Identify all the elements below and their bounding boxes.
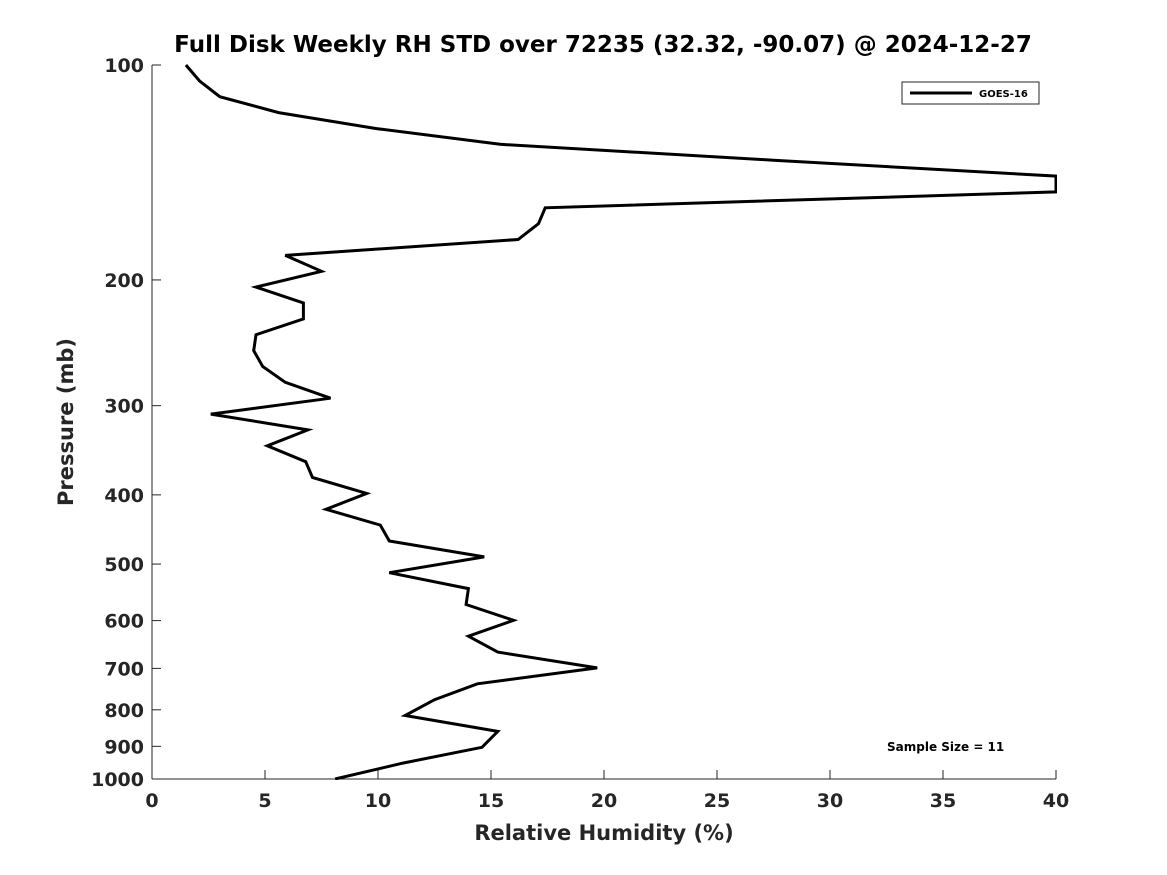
y-tick-label-200: 200 xyxy=(104,270,144,292)
y-tick-label-600: 600 xyxy=(104,611,144,633)
y-tick-label-900: 900 xyxy=(104,736,144,758)
chart-title: Full Disk Weekly RH STD over 72235 (32.3… xyxy=(174,32,1032,58)
x-tick-label-10: 10 xyxy=(365,790,391,812)
y-tick-label-100: 100 xyxy=(104,55,144,77)
x-tick-label-20: 20 xyxy=(591,790,617,812)
series-line-goes-16 xyxy=(184,64,1057,780)
y-tick-label-500: 500 xyxy=(104,554,144,576)
y-axis-label: Pressure (mb) xyxy=(54,338,78,506)
y-tick-label-800: 800 xyxy=(104,700,144,722)
y-axis-ticks: 100 200 300 400 500 600 700 800 900 1000 xyxy=(91,55,161,791)
series-layer xyxy=(184,64,1057,780)
x-tick-label-35: 35 xyxy=(930,790,956,812)
x-tick-label-40: 40 xyxy=(1043,790,1069,812)
x-tick-label-15: 15 xyxy=(478,790,504,812)
x-tick-label-25: 25 xyxy=(704,790,730,812)
sample-size-annotation: Sample Size = 11 xyxy=(887,740,1004,754)
x-tick-label-30: 30 xyxy=(817,790,843,812)
legend: GOES-16 xyxy=(901,81,1040,105)
legend-label-goes-16: GOES-16 xyxy=(979,89,1028,100)
y-tick-label-400: 400 xyxy=(104,485,144,507)
x-axis-ticks: 0 5 10 15 20 25 30 35 40 xyxy=(145,770,1069,812)
x-tick-label-0: 0 xyxy=(145,790,158,812)
y-tick-label-300: 300 xyxy=(104,396,144,418)
x-tick-label-5: 5 xyxy=(258,790,271,812)
x-axis-label: Relative Humidity (%) xyxy=(474,821,733,845)
y-tick-label-700: 700 xyxy=(104,658,144,680)
y-tick-label-1000: 1000 xyxy=(91,769,144,791)
plot-axes: 0 5 10 15 20 25 30 35 40 100 200 300 400 500 600 700 80… xyxy=(91,55,1069,812)
